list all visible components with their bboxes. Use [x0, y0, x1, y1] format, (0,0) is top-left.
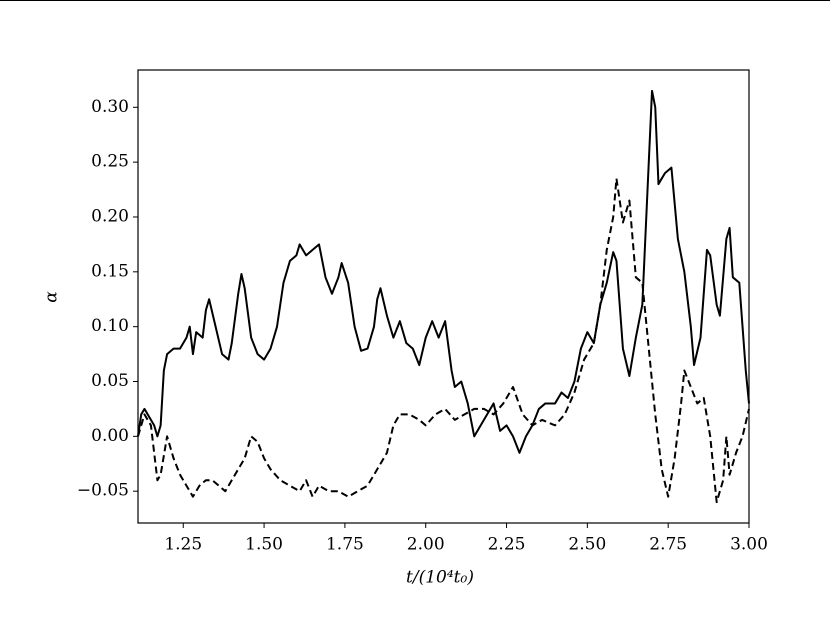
x-tick-label: 2.50 [568, 535, 606, 555]
dashed-line [137, 177, 750, 504]
y-tick-label: 0.05 [91, 371, 129, 391]
y-tick-label: 0.10 [91, 316, 129, 336]
solid-line [137, 89, 750, 454]
x-tick-label: 1.25 [164, 535, 202, 555]
x-axis-label: t/(10⁴t₀) [406, 568, 474, 588]
y-tick-label: 0.20 [91, 206, 129, 226]
x-tick-label: 2.00 [407, 535, 445, 555]
plot-frame [137, 69, 750, 524]
x-tick-label: 2.75 [649, 535, 687, 555]
x-tick-label: 1.50 [245, 535, 283, 555]
y-tick-label: 0.15 [91, 261, 129, 281]
y-axis-label: α [42, 291, 62, 303]
y-tick-label: 0.25 [91, 152, 129, 172]
x-tick-label: 3.00 [730, 535, 768, 555]
x-tick-label: 1.75 [326, 535, 364, 555]
y-tick-label: 0.00 [91, 426, 129, 446]
y-tick-label: −0.05 [77, 481, 129, 501]
x-tick-label: 2.25 [488, 535, 526, 555]
y-tick-label: 0.30 [91, 97, 129, 117]
